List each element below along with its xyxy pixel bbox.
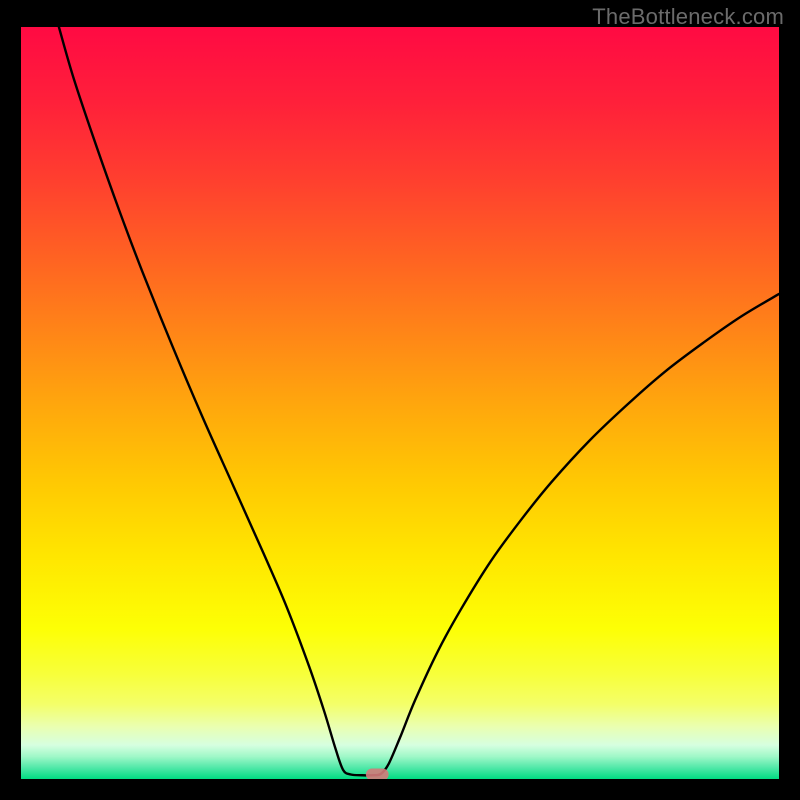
optimal-point-marker	[366, 768, 389, 779]
watermark-text: TheBottleneck.com	[592, 4, 784, 30]
bottleneck-curve-chart	[21, 27, 779, 779]
chart-frame: TheBottleneck.com	[0, 0, 800, 800]
gradient-background	[21, 27, 779, 779]
plot-area	[21, 27, 779, 779]
